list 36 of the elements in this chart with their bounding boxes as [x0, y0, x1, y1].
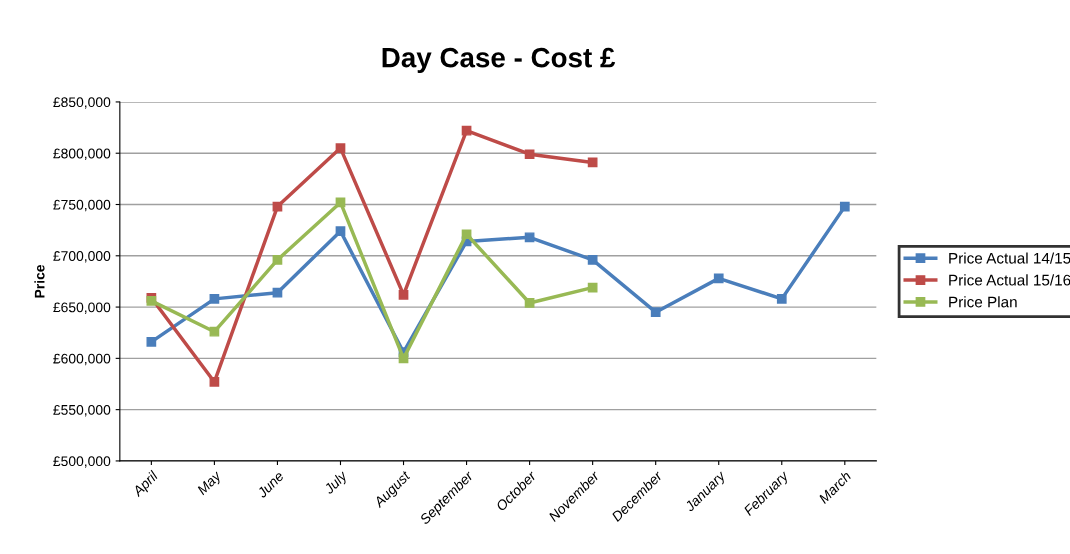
- y-tick-label: £500,000: [53, 456, 111, 468]
- y-tick-label: £650,000: [53, 302, 111, 314]
- point: [335, 226, 346, 237]
- y-tick-label: £800,000: [53, 148, 111, 161]
- point: [272, 287, 283, 298]
- point: [209, 326, 220, 337]
- legend-label: Price Actual 14/15: [949, 252, 1070, 264]
- point: [335, 143, 346, 153]
- point: [524, 298, 535, 308]
- point: [650, 307, 661, 318]
- y-tick-label: £850,000: [53, 97, 111, 109]
- point: [713, 273, 724, 284]
- point: [524, 149, 535, 160]
- point: [587, 282, 598, 293]
- x-tick-label: July: [322, 469, 351, 497]
- point: [209, 294, 220, 304]
- chart-title: Day Case - Cost £: [382, 47, 616, 73]
- y-tick-label: £550,000: [53, 404, 111, 417]
- point: [398, 353, 409, 364]
- y-axis-title: Price: [34, 264, 45, 298]
- legend-label: Price Plan: [949, 296, 1017, 308]
- point: [587, 157, 598, 168]
- point: [272, 255, 283, 265]
- point: [461, 125, 472, 136]
- legend-label: Price Actual 15/16: [949, 274, 1070, 286]
- point: [398, 289, 409, 300]
- y-tick-label: £750,000: [53, 199, 111, 212]
- point: [524, 232, 535, 243]
- point: [146, 337, 157, 347]
- point: [461, 229, 472, 240]
- y-tick-label: £600,000: [53, 353, 111, 366]
- y-tick-label: £700,000: [53, 251, 111, 263]
- point: [209, 377, 220, 387]
- point: [587, 255, 598, 265]
- point: [776, 294, 787, 304]
- point: [839, 201, 850, 212]
